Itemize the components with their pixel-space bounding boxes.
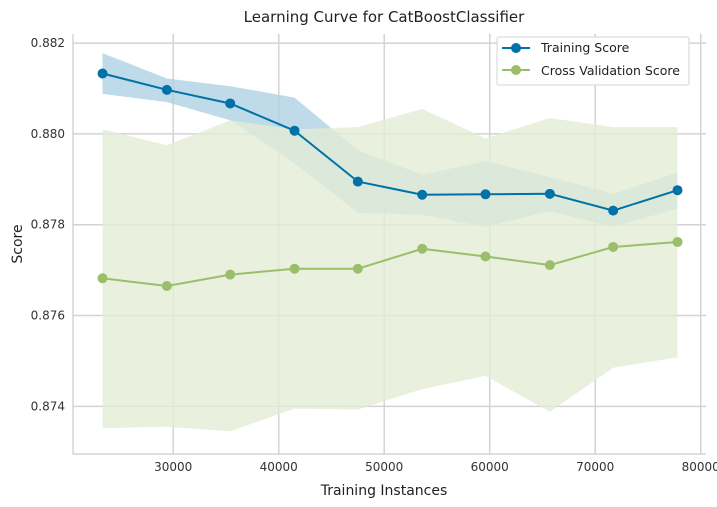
x-tick-label: 60000 (471, 460, 509, 474)
axes (72, 34, 706, 455)
training-score-line (102, 72, 678, 212)
cv-score-point (672, 236, 683, 247)
y-tick-labels: 0.874 0.876 0.878 0.880 0.882 (31, 36, 65, 413)
cv-score-point (480, 251, 491, 262)
legend-training-marker (511, 43, 521, 53)
x-axis-label: Training Instances (320, 483, 448, 499)
chart-title: Learning Curve for CatBoostClassifier (244, 8, 525, 26)
training-score-point (417, 189, 428, 200)
cv-score-line (102, 241, 678, 288)
legend: Training Score Cross Validation Score (496, 36, 690, 86)
y-tick-label: 0.874 (31, 399, 65, 413)
confidence-bands (102, 53, 678, 432)
y-tick-label: 0.876 (31, 309, 65, 323)
cv-score-point (97, 273, 108, 284)
cv-score-point (225, 269, 236, 280)
x-tick-label: 80000 (682, 460, 717, 474)
cv-score-point (289, 263, 300, 274)
x-tick-labels: 30000 40000 50000 60000 70000 80000 (154, 460, 717, 474)
legend-cv-label: Cross Validation Score (541, 63, 680, 78)
cv-score-point (352, 263, 363, 274)
training-score-point (289, 125, 300, 136)
legend-training-label: Training Score (540, 40, 630, 55)
training-score-point (161, 84, 172, 95)
cv-score-point (161, 281, 172, 291)
cv-score-point (417, 243, 428, 254)
cv-score-point (544, 260, 555, 271)
y-tick-label: 0.882 (31, 36, 65, 50)
training-score-point (672, 185, 683, 196)
x-tick-label: 70000 (576, 460, 614, 474)
series-lines (102, 72, 678, 288)
training-score-point (97, 68, 108, 79)
training-score-point (225, 98, 236, 109)
y-tick-label: 0.878 (31, 218, 65, 232)
training-score-point (608, 205, 619, 216)
training-score-point (352, 176, 363, 187)
training-score-point (480, 189, 491, 200)
x-tick-label: 30000 (154, 460, 192, 474)
x-tick-label: 50000 (365, 460, 403, 474)
y-axis-label: Score (10, 224, 26, 263)
series-markers (97, 68, 683, 291)
legend-box (496, 36, 690, 86)
legend-cv-marker (511, 65, 521, 75)
cv-score-point (608, 241, 619, 252)
y-tick-label: 0.880 (31, 127, 65, 141)
training-score-point (544, 188, 555, 199)
cv-confidence-band (102, 108, 678, 432)
x-tick-label: 40000 (260, 460, 298, 474)
